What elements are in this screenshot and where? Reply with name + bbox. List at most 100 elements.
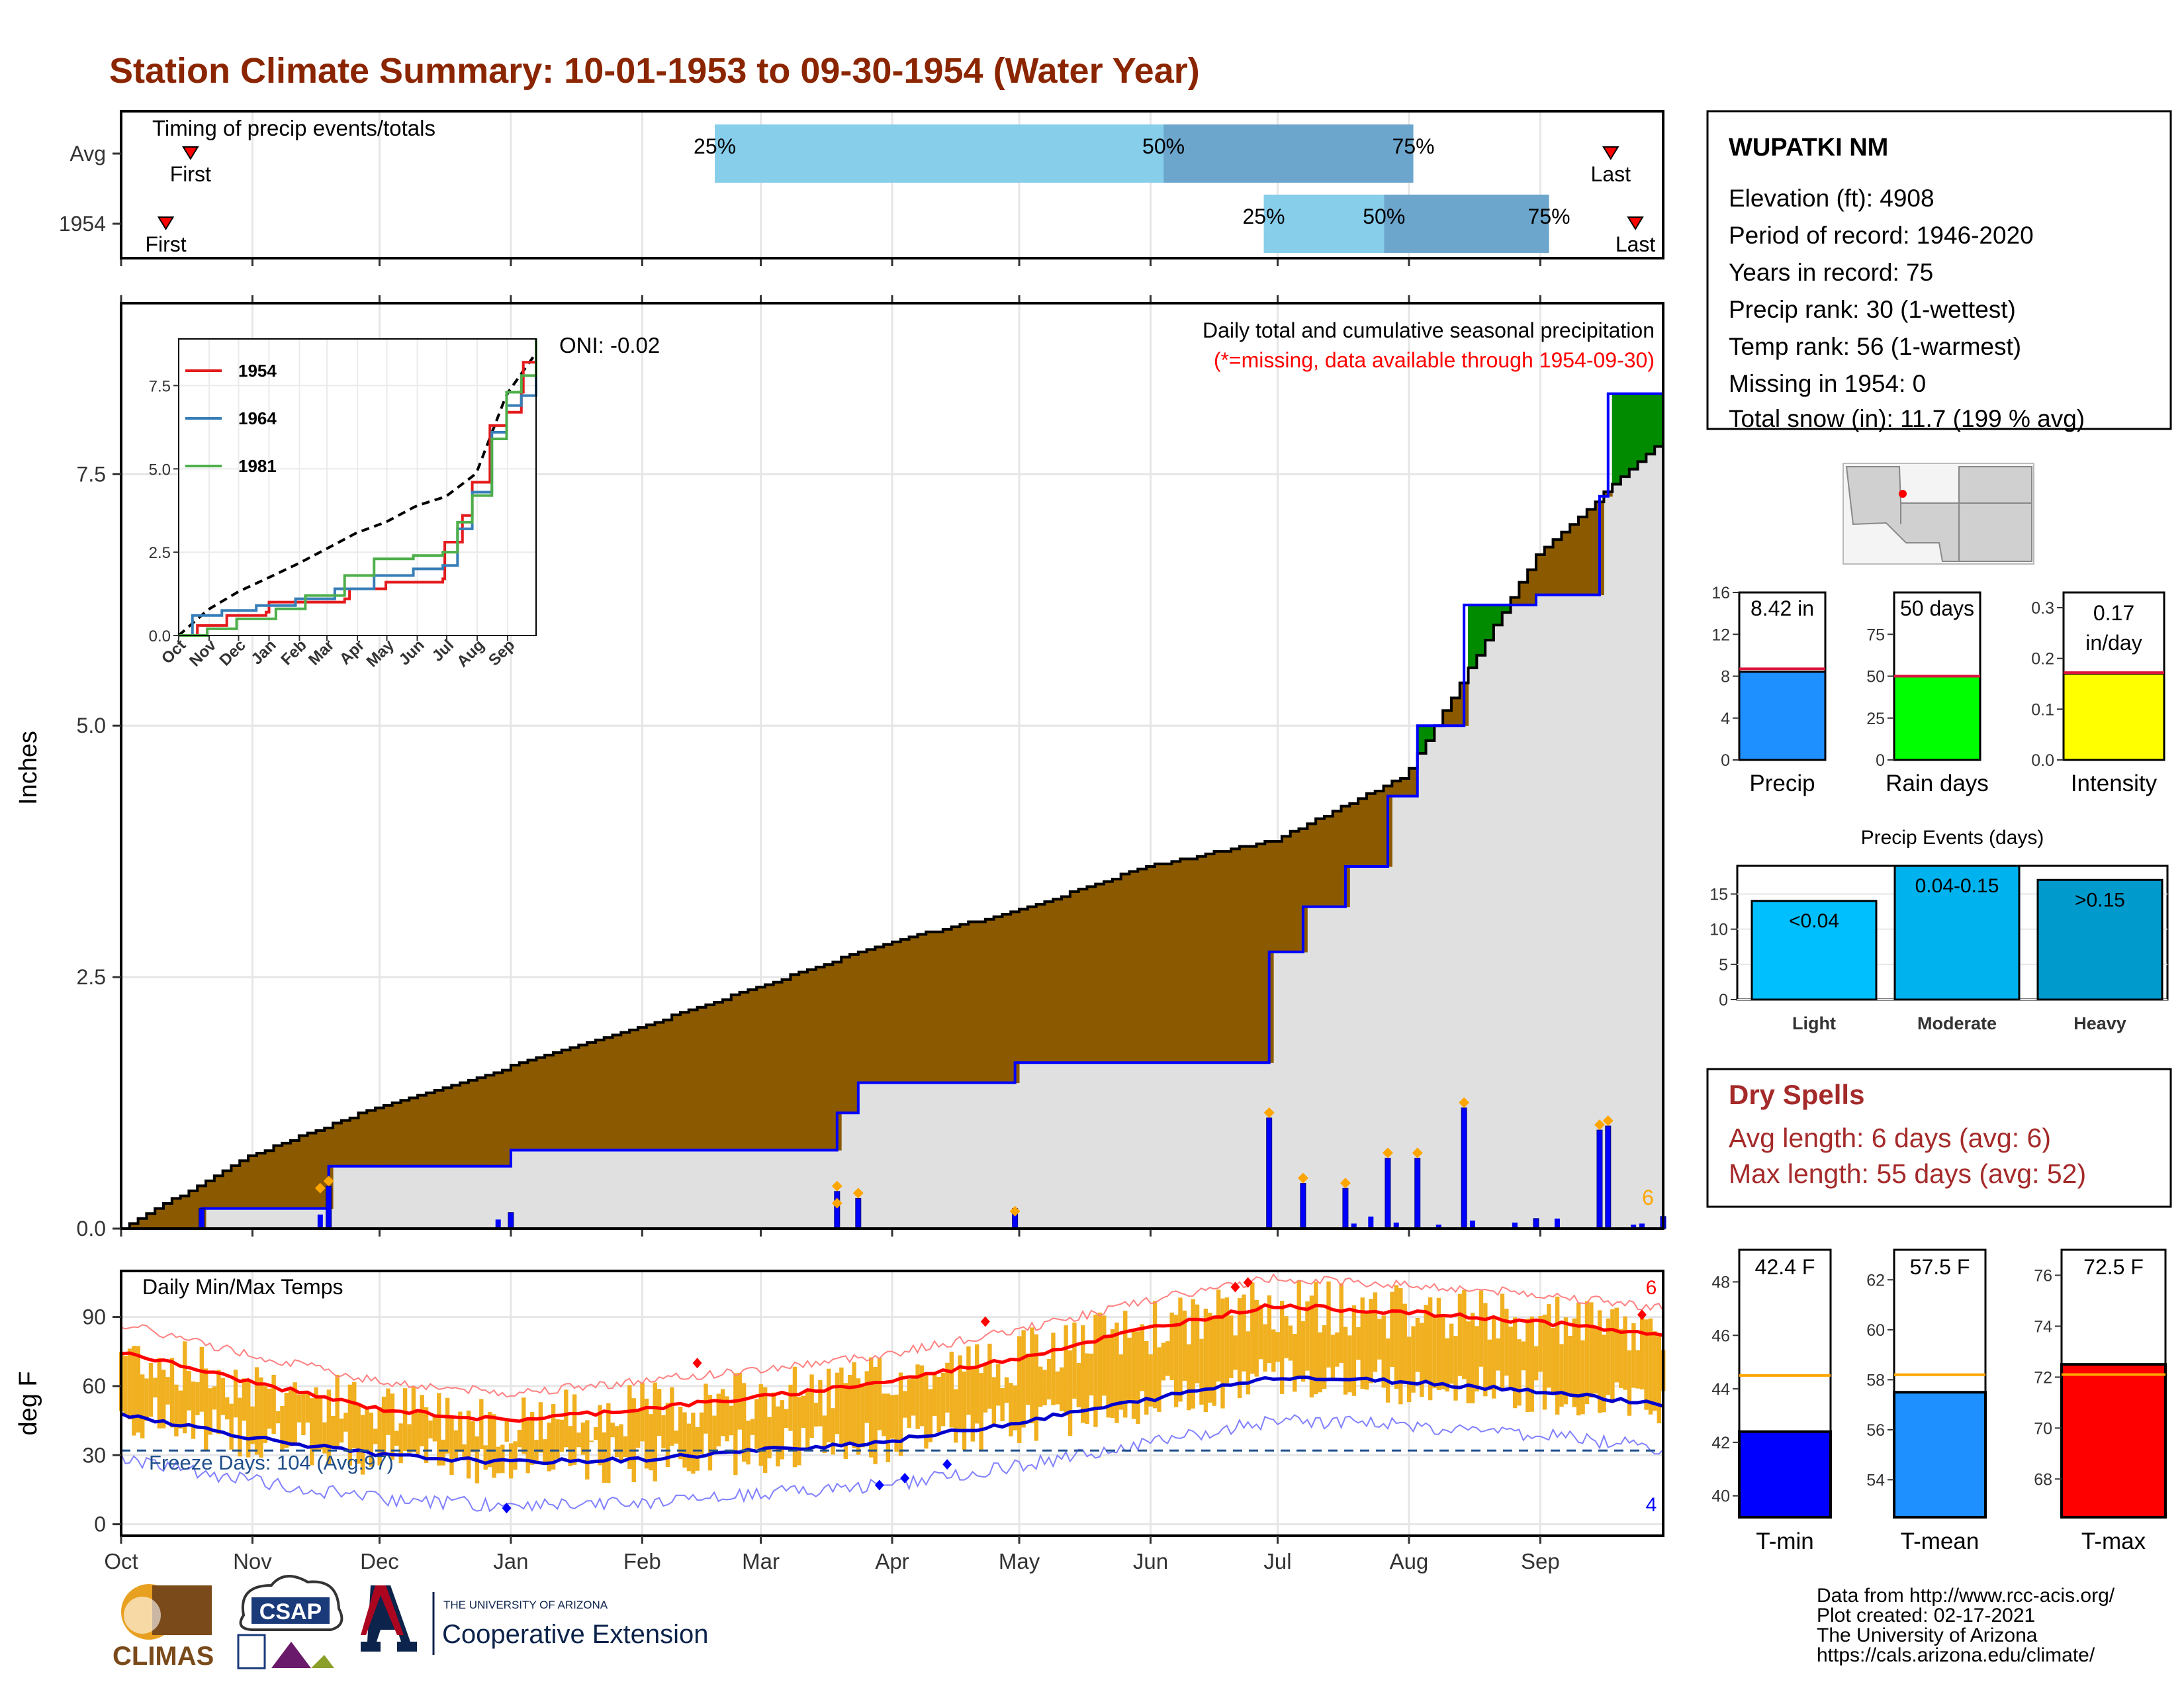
university-of-arizona-logo[interactable]: THE UNIVERSITY OF ARIZONA Cooperative Ex… (361, 1585, 708, 1655)
daily-temp-bar (153, 1378, 158, 1398)
station-line-5: Temp rank: 56 (1-warmest) (1729, 333, 2021, 360)
daily-temp-bar (250, 1406, 255, 1444)
daily-temp-bar (1148, 1354, 1153, 1407)
daily-temp-bar (1025, 1353, 1030, 1405)
daily-temp-bar (1521, 1341, 1526, 1371)
daily-temp-bar (148, 1363, 154, 1417)
daily-temp-bar (1106, 1336, 1111, 1418)
csap-logo[interactable]: CSAP (237, 1575, 343, 1669)
daily-temp-bar (1364, 1311, 1369, 1390)
daily-temp-bar (970, 1368, 976, 1442)
locator-map (1843, 463, 2034, 565)
daily-temp-bar (347, 1384, 353, 1466)
station-location-marker (1899, 490, 1907, 498)
mini-ytick-label: 12 (1711, 626, 1730, 644)
daily-temp-bar (682, 1412, 687, 1468)
daily-temp-bar (1297, 1280, 1301, 1378)
daily-temp-bar (458, 1411, 463, 1452)
daily-temp-bar (199, 1346, 205, 1412)
mini-ytick-label: 4 (1721, 710, 1730, 728)
credit-line-1: Data from http://www.rcc-acis.org/ (1817, 1585, 2115, 1607)
mini-temp-axis-label: T-mean (1901, 1528, 1979, 1554)
daily-temp-bar (1572, 1318, 1576, 1407)
temp-ylabel: deg F (15, 1371, 42, 1435)
daily-temp-bar (1000, 1387, 1005, 1421)
credit-line-4: https://cals.arizona.edu/climate/ (1817, 1644, 2095, 1666)
daily-temp-bar (1542, 1315, 1547, 1410)
daily-temp-bar (979, 1373, 983, 1450)
daily-temp-bar (856, 1378, 861, 1455)
daily-temp-bar (1639, 1315, 1645, 1389)
mini-temp-ytick-label: 62 (1866, 1271, 1885, 1289)
daily-temp-bar (1288, 1325, 1293, 1361)
daily-temp-bar (1648, 1318, 1653, 1415)
daily-temp-bar (1144, 1340, 1149, 1415)
daily-temp-bar (1169, 1312, 1174, 1380)
daily-temp-bar (1360, 1297, 1365, 1389)
daily-temp-bar (1009, 1383, 1013, 1436)
daily-temp-bar (1343, 1327, 1348, 1395)
daily-temp-bar (1479, 1290, 1484, 1367)
daily-temp-bar (754, 1399, 759, 1449)
average-cumulative-line (121, 439, 1664, 1230)
temp-heading: Daily Min/Max Temps (142, 1275, 343, 1299)
mini-axis-label: Intensity (2071, 771, 2158, 796)
events-category-label: Moderate (1917, 1013, 1997, 1033)
daily-temp-bar (165, 1377, 170, 1405)
daily-temp-bar (771, 1392, 776, 1449)
dry-spells-avg: Avg length: 6 days (avg: 6) (1729, 1123, 2051, 1153)
daily-temp-bar (640, 1382, 645, 1442)
daily-precip-bar (1461, 1107, 1467, 1229)
tmin-count-label: 4 (1646, 1494, 1657, 1516)
mini-temp-ytick-label: 48 (1711, 1273, 1730, 1291)
daily-temp-bar (1093, 1314, 1098, 1427)
mini-temp-ytick-label: 46 (1711, 1327, 1730, 1345)
climas-logo[interactable]: CLIMAS (113, 1584, 214, 1671)
daily-temp-bar (593, 1427, 598, 1440)
daily-temp-bar (847, 1374, 852, 1442)
mini-ytick-label: 0.0 (2031, 751, 2054, 770)
heavy-event-marker (1594, 1119, 1605, 1131)
daily-temp-bar (797, 1397, 801, 1466)
mini-temp-ytick-label: 56 (1866, 1421, 1885, 1440)
daily-temp-bar (1390, 1291, 1394, 1367)
daily-temp-bar (1487, 1339, 1492, 1391)
daily-temp-bar (522, 1397, 526, 1454)
timing-last-marker (1627, 216, 1644, 230)
daily-temp-bar (1589, 1302, 1594, 1398)
daily-temp-bar (462, 1444, 467, 1461)
events-ytick-label: 5 (1719, 956, 1728, 974)
daily-temp-bar (1563, 1317, 1569, 1405)
precip-caption: Daily total and cumulative seasonal prec… (1203, 318, 1655, 342)
daily-temp-bar (606, 1403, 611, 1483)
daily-temp-bar (1136, 1331, 1140, 1425)
precip-ytick-label: 0.0 (77, 1217, 106, 1241)
daily-temp-bar (809, 1374, 814, 1438)
daily-temp-bar (996, 1364, 1001, 1406)
daily-temp-bar (1576, 1302, 1581, 1416)
mini-temp-axis-label: T-max (2081, 1528, 2146, 1554)
daily-temp-bar (305, 1391, 310, 1423)
daily-temp-bar (453, 1430, 459, 1458)
daily-temp-bar (649, 1414, 653, 1471)
daily-temp-bar (784, 1409, 789, 1429)
daily-temp-bar (1305, 1301, 1310, 1371)
timing-panel: Timing of precip events/totals Avg 1954 … (59, 110, 1664, 266)
daily-temp-bar (1580, 1340, 1585, 1415)
daily-temp-bar (136, 1346, 141, 1433)
daily-temp-bar (788, 1384, 793, 1431)
month-label: Feb (623, 1549, 661, 1573)
daily-temp-bar (289, 1389, 293, 1446)
heavy-event-marker (831, 1180, 842, 1192)
freeze-days-label: Freeze Days: 104 (Avg:97) (149, 1451, 394, 1474)
timing-heading: Timing of precip events/totals (152, 116, 435, 140)
daily-temp-bar (1042, 1370, 1047, 1405)
daily-temp-bar (492, 1414, 496, 1478)
events-ytick-label: 15 (1709, 886, 1728, 904)
daily-temp-bar (1436, 1297, 1441, 1390)
daily-temp-bar (1335, 1332, 1340, 1367)
daily-temp-bar (445, 1397, 450, 1454)
daily-temp-bar (1110, 1329, 1115, 1419)
daily-temp-bar (1373, 1292, 1378, 1372)
